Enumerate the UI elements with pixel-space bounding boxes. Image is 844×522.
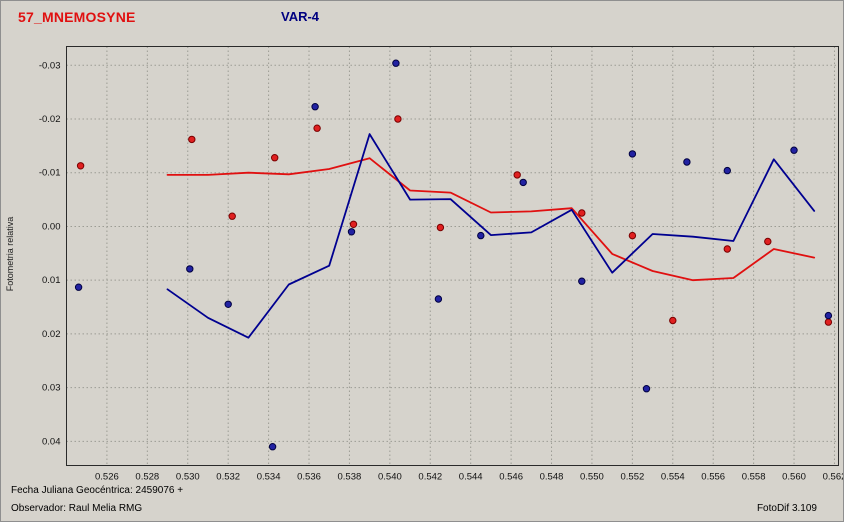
grid-layer [66, 46, 839, 466]
svg-text:0.546: 0.546 [499, 472, 523, 483]
svg-text:0.562: 0.562 [823, 472, 844, 483]
x-tick-labels: 0.526 0.528 0.530 0.532 0.534 0.536 0.538 0.540… [95, 472, 844, 483]
svg-text:-0.02: -0.02 [39, 114, 61, 125]
svg-text:0.550: 0.550 [580, 472, 604, 483]
comparison-points-red [76, 115, 833, 326]
svg-text:0.00: 0.00 [42, 222, 61, 233]
svg-text:0.554: 0.554 [661, 472, 685, 483]
svg-text:0.02: 0.02 [42, 329, 61, 340]
svg-text:0.540: 0.540 [378, 472, 402, 483]
svg-text:0.556: 0.556 [701, 472, 725, 483]
svg-text:0.532: 0.532 [216, 472, 240, 483]
svg-text:0.544: 0.544 [459, 472, 483, 483]
observer-label: Observador: Raul Melia RMG [11, 503, 143, 514]
svg-text:0.538: 0.538 [338, 472, 362, 483]
y-tick-labels: -0.03 -0.02 -0.01 0.00 0.01 0.02 0.03 0.04 [39, 60, 61, 447]
svg-text:0.526: 0.526 [95, 472, 119, 483]
variable-label: VAR-4 [281, 9, 320, 24]
svg-text:0.536: 0.536 [297, 472, 321, 483]
object-title: 57_MNEMOSYNE [18, 9, 136, 25]
svg-text:0.04: 0.04 [42, 436, 61, 447]
app-version-label: FotoDif 3.109 [756, 503, 817, 514]
light-curve-chart: 0.526 0.528 0.530 0.532 0.534 0.536 0.538 0.540… [39, 46, 844, 483]
julian-date-label: Fecha Juliana Geocéntrica: 2459076 + [11, 485, 184, 496]
svg-text:0.552: 0.552 [621, 472, 645, 483]
svg-text:-0.01: -0.01 [39, 168, 61, 179]
svg-text:0.560: 0.560 [782, 472, 806, 483]
svg-text:0.530: 0.530 [176, 472, 200, 483]
svg-text:0.542: 0.542 [418, 472, 442, 483]
variable-points-blue [74, 59, 833, 451]
svg-text:0.534: 0.534 [257, 472, 281, 483]
svg-text:0.528: 0.528 [135, 472, 159, 483]
svg-text:-0.03: -0.03 [39, 60, 61, 71]
svg-text:0.03: 0.03 [42, 383, 61, 394]
svg-text:0.558: 0.558 [742, 472, 766, 483]
comparison-curve-red [166, 157, 816, 282]
variable-curve-blue [166, 133, 816, 339]
svg-text:0.01: 0.01 [42, 275, 61, 286]
svg-text:0.548: 0.548 [540, 472, 564, 483]
plot-border [66, 46, 839, 466]
